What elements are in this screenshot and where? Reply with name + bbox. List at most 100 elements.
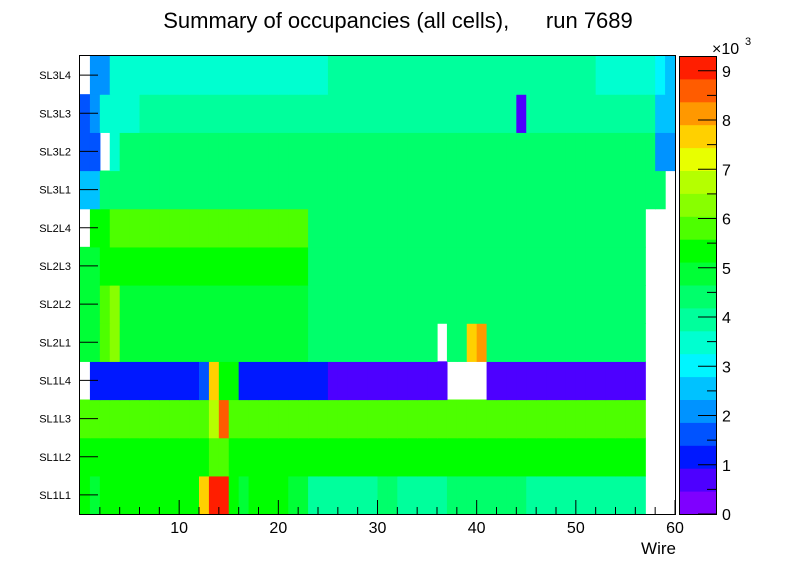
heatmap-cell [268, 208, 279, 248]
heatmap-cell [139, 437, 151, 477]
x-tick-label: 10 [170, 520, 188, 537]
heatmap-cell [417, 246, 428, 286]
heatmap-cell [288, 361, 299, 401]
heatmap-cell [308, 94, 319, 133]
heatmap-cell [347, 399, 359, 439]
heatmap-cell [159, 246, 170, 286]
heatmap-cell [129, 475, 141, 515]
heatmap-cell [179, 132, 190, 172]
heatmap-cell [268, 285, 279, 324]
heatmap-cell [139, 246, 151, 286]
heatmap-cell [625, 475, 636, 515]
heatmap-cell [526, 323, 537, 362]
heatmap-cell [387, 285, 398, 324]
heatmap-cell [556, 246, 567, 286]
heatmap-cell [407, 170, 418, 210]
heatmap-cell [149, 475, 160, 515]
heatmap-cell [655, 56, 666, 95]
heatmap-cell [129, 246, 141, 286]
heatmap-cell [357, 285, 369, 324]
heatmap-cell [308, 285, 319, 324]
colorbar-segment [679, 170, 716, 194]
heatmap-cell [446, 170, 458, 210]
heatmap-cell [456, 208, 468, 248]
heatmap-cell [248, 437, 260, 477]
heatmap-cell [367, 132, 379, 172]
heatmap-cell [556, 475, 567, 515]
y-tick-label: SL2L2 [39, 299, 71, 311]
heatmap-cell [258, 208, 270, 248]
heatmap-cell [109, 94, 121, 133]
y-tick-label: SL1L2 [39, 452, 71, 464]
heatmap-cell [228, 94, 240, 133]
heatmap-cell [268, 246, 279, 286]
heatmap-cell [337, 285, 349, 324]
heatmap-cell [189, 56, 200, 95]
heatmap-cell [446, 246, 458, 286]
heatmap-cell [466, 437, 478, 477]
heatmap-cell [99, 399, 111, 439]
heatmap-cell [298, 399, 309, 439]
heatmap-cell [119, 246, 131, 286]
heatmap-cell [258, 437, 270, 477]
heatmap-cell [407, 132, 418, 172]
heatmap-cell [248, 361, 260, 401]
heatmap-cell [357, 208, 369, 248]
heatmap-cell [556, 437, 567, 477]
heatmap-cell [585, 285, 597, 324]
heatmap-cell [595, 285, 607, 324]
heatmap-cell [625, 208, 636, 248]
heatmap-cell [248, 246, 260, 286]
heatmap-cell [456, 399, 468, 439]
colorbar: 0 1 2 3 4 5 6 7 8 9 ×10 3 [679, 36, 751, 524]
heatmap-cell [248, 323, 260, 362]
colorbar-tick-label: 6 [722, 212, 731, 229]
heatmap-cell [218, 132, 230, 172]
plot-frame [79, 55, 676, 515]
heatmap-cell [159, 323, 170, 362]
heatmap-cell [585, 56, 597, 95]
heatmap-cell [258, 323, 270, 362]
colorbar-segment [679, 307, 716, 332]
heatmap-cell [208, 475, 220, 515]
heatmap-cell [556, 399, 567, 439]
heatmap-cell [496, 246, 508, 286]
heatmap-cell [308, 361, 319, 401]
heatmap-cell [635, 170, 646, 210]
heatmap-cell [228, 132, 240, 172]
heatmap-cell [337, 208, 349, 248]
heatmap-cell [119, 475, 131, 515]
heatmap-cell [238, 437, 250, 477]
colorbar-tick-label: 4 [722, 310, 731, 327]
heatmap-cell [169, 475, 180, 515]
heatmap-cell [417, 399, 428, 439]
heatmap-cell [179, 56, 190, 95]
heatmap-cell [298, 361, 309, 401]
heatmap-cell [318, 437, 329, 477]
heatmap-cell [466, 399, 478, 439]
y-tick-label: SL1L1 [39, 490, 71, 502]
heatmap-cell [466, 246, 478, 286]
heatmap-cell [625, 437, 636, 477]
heatmap-cell [615, 246, 627, 286]
heatmap-cell [536, 437, 547, 477]
heatmap-cell [288, 399, 299, 439]
heatmap-cell [605, 170, 617, 210]
heatmap-cell [189, 323, 200, 362]
heatmap-cell [407, 475, 418, 515]
heatmap-cell [169, 94, 180, 133]
heatmap-cell [516, 94, 527, 133]
heatmap-cell [228, 208, 240, 248]
heatmap-cell [199, 170, 210, 210]
colorbar-tick-label: 1 [722, 458, 731, 475]
heatmap-cell [367, 323, 379, 362]
heatmap-cell [218, 246, 230, 286]
heatmap-cell [565, 94, 577, 133]
heatmap-cell [139, 323, 151, 362]
heatmap-cell [308, 132, 319, 172]
heatmap-cell [595, 437, 607, 477]
heatmap-cell [357, 170, 369, 210]
heatmap-cell [318, 475, 329, 515]
heatmap-cell [238, 208, 250, 248]
heatmap-cell [367, 361, 379, 401]
